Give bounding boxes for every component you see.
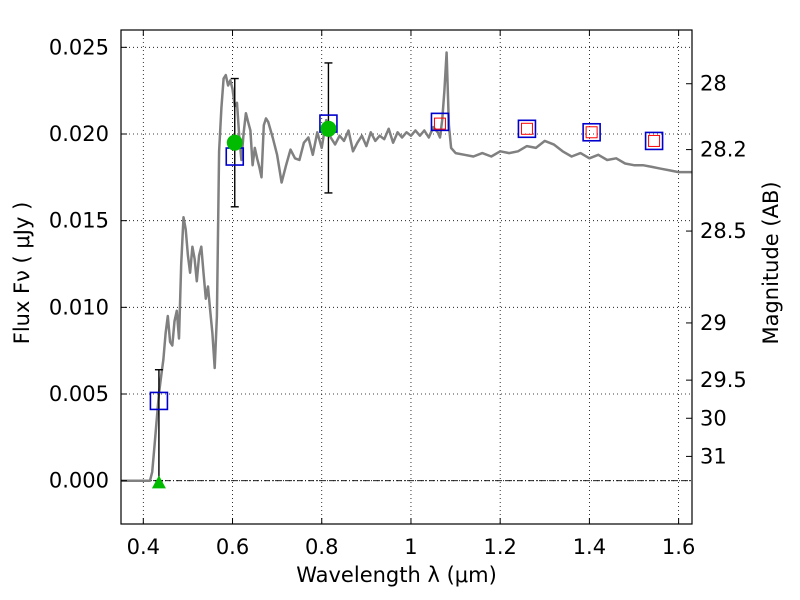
x-axis-title: Wavelength λ (μm) — [296, 563, 497, 587]
plot-frame — [120, 29, 693, 525]
model-band-square — [149, 391, 169, 411]
right-tick-label: 28.5 — [700, 219, 747, 243]
y-tick-label: 0.015 — [49, 209, 109, 233]
x-tick-label: 0.8 — [305, 535, 338, 559]
x-tick-label: 1 — [404, 535, 417, 559]
band-flux-square — [520, 122, 533, 135]
right-tick-label: 28 — [700, 72, 727, 96]
x-tick-label: 0.6 — [216, 535, 249, 559]
right-tick-label: 30 — [700, 406, 727, 430]
model-band-square — [582, 122, 601, 142]
y-tick-label: 0.010 — [49, 295, 109, 319]
y-tick-label: 0.000 — [49, 469, 109, 493]
right-tick-label: 28.2 — [700, 138, 747, 162]
right-tick-label: 29.5 — [700, 368, 747, 392]
x-tick-label: 1.4 — [573, 535, 606, 559]
model-band-square — [517, 119, 537, 139]
tick-labels: 0.4 0.6 0.8 1 1.2 1.4 1.6 0.000 0.005 0.010 0.015 0… — [49, 35, 747, 559]
right-tick-label: 29 — [700, 311, 727, 335]
y-tick-label: 0.005 — [49, 382, 109, 406]
model-band-square — [430, 112, 450, 132]
y-axis-title: Flux Fν ( μJy ) — [10, 202, 34, 345]
model-sed-line — [121, 51, 692, 482]
band-flux-square — [433, 117, 446, 130]
data-markers — [149, 112, 664, 489]
detection-point — [226, 134, 243, 151]
band-flux-square — [648, 134, 661, 147]
band-flux-square — [585, 126, 598, 139]
y-tick-label: 0.020 — [49, 122, 109, 146]
axis-ticks — [121, 30, 692, 524]
right-axis-title: Magnitude (AB) — [759, 181, 783, 344]
model-band-square — [644, 131, 664, 151]
right-tick-label: 31 — [700, 444, 727, 468]
detection-point — [320, 120, 337, 137]
y-tick-label: 0.025 — [49, 35, 109, 59]
x-tick-label: 0.4 — [127, 535, 160, 559]
upper-limit-triangle — [151, 475, 166, 489]
x-tick-label: 1.2 — [483, 535, 516, 559]
x-tick-label: 1.6 — [662, 535, 695, 559]
